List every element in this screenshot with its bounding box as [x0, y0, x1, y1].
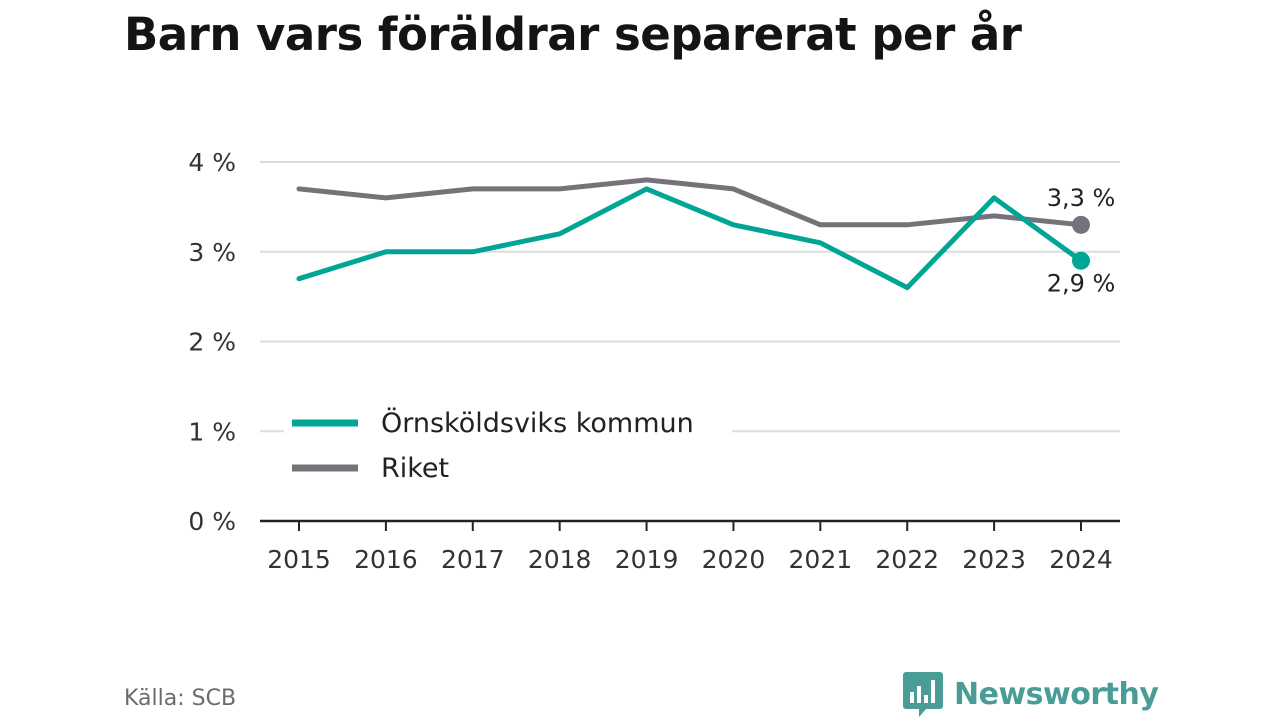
- x-tick-label: 2019: [615, 545, 679, 574]
- x-tick-label: 2024: [1049, 545, 1113, 574]
- series-lines: [296, 177, 1090, 291]
- newsworthy-logo-icon: [903, 672, 943, 717]
- y-tick-label: 1 %: [188, 417, 236, 446]
- series-line: [296, 186, 1084, 291]
- legend-background: [284, 396, 732, 494]
- end-labels: 2,9 % 3,3 %: [1047, 184, 1116, 298]
- y-tick-label: 2 %: [188, 328, 236, 357]
- y-axis-ticks: 0 % 1 % 2 % 3 % 4 %: [188, 148, 236, 536]
- x-tick-label: 2015: [267, 545, 331, 574]
- x-axis-ticks: 2015 2016 2017 2018 2019 2020 2021 2022 2023 2024: [267, 521, 1113, 574]
- y-tick-label: 0 %: [188, 507, 236, 536]
- series-end-point: [1072, 215, 1090, 234]
- x-tick-label: 2023: [962, 545, 1026, 574]
- x-tick-label: 2020: [702, 545, 766, 574]
- x-tick-label: 2017: [441, 545, 505, 574]
- legend-label: Örnsköldsviks kommun: [381, 407, 694, 439]
- end-value-label: 3,3 %: [1047, 184, 1116, 212]
- x-tick-label: 2016: [354, 545, 418, 574]
- source-note: Källa: SCB: [124, 686, 237, 711]
- x-tick-label: 2021: [789, 545, 853, 574]
- brand-logo: Newsworthy: [902, 670, 1159, 718]
- y-tick-label: 4 %: [188, 148, 236, 177]
- series-end-point: [1072, 251, 1090, 270]
- brand-name: Newsworthy: [954, 676, 1159, 712]
- y-tick-label: 3 %: [188, 238, 236, 267]
- series-line: [296, 177, 1084, 228]
- chart-title: Barn vars föräldrar separerat per år: [124, 8, 1022, 61]
- end-value-label: 2,9 %: [1047, 270, 1116, 298]
- legend: Örnsköldsviks kommun Riket: [284, 396, 732, 494]
- legend-label: Riket: [381, 453, 449, 484]
- x-tick-label: 2018: [528, 545, 592, 574]
- x-tick-label: 2022: [875, 545, 939, 574]
